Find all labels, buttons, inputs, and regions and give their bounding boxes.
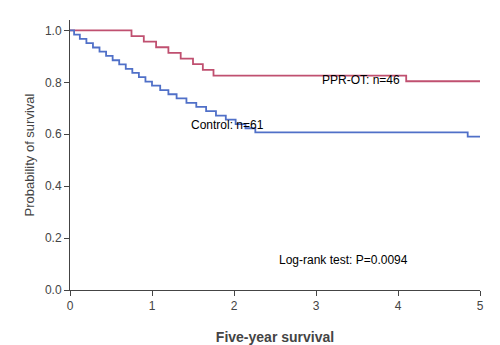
svg-text:Log-rank test: P=0.0094: Log-rank test: P=0.0094 [279,253,408,267]
svg-text:Probability of survival: Probability of survival [22,93,37,216]
svg-text:Control: n=61: Control: n=61 [191,118,264,132]
svg-text:5: 5 [477,299,484,313]
svg-text:4: 4 [395,299,402,313]
svg-text:0.4: 0.4 [45,179,62,193]
svg-text:0: 0 [67,299,74,313]
svg-text:1.0: 1.0 [45,24,62,38]
svg-text:0.8: 0.8 [45,76,62,90]
svg-text:0.2: 0.2 [45,231,62,245]
svg-text:0.0: 0.0 [45,283,62,297]
svg-text:Five-year survival: Five-year survival [216,329,334,345]
svg-text:1: 1 [149,299,156,313]
svg-text:PPR-OT: n=46: PPR-OT: n=46 [322,73,400,87]
svg-text:3: 3 [313,299,320,313]
svg-text:0.6: 0.6 [45,127,62,141]
svg-text:2: 2 [231,299,238,313]
